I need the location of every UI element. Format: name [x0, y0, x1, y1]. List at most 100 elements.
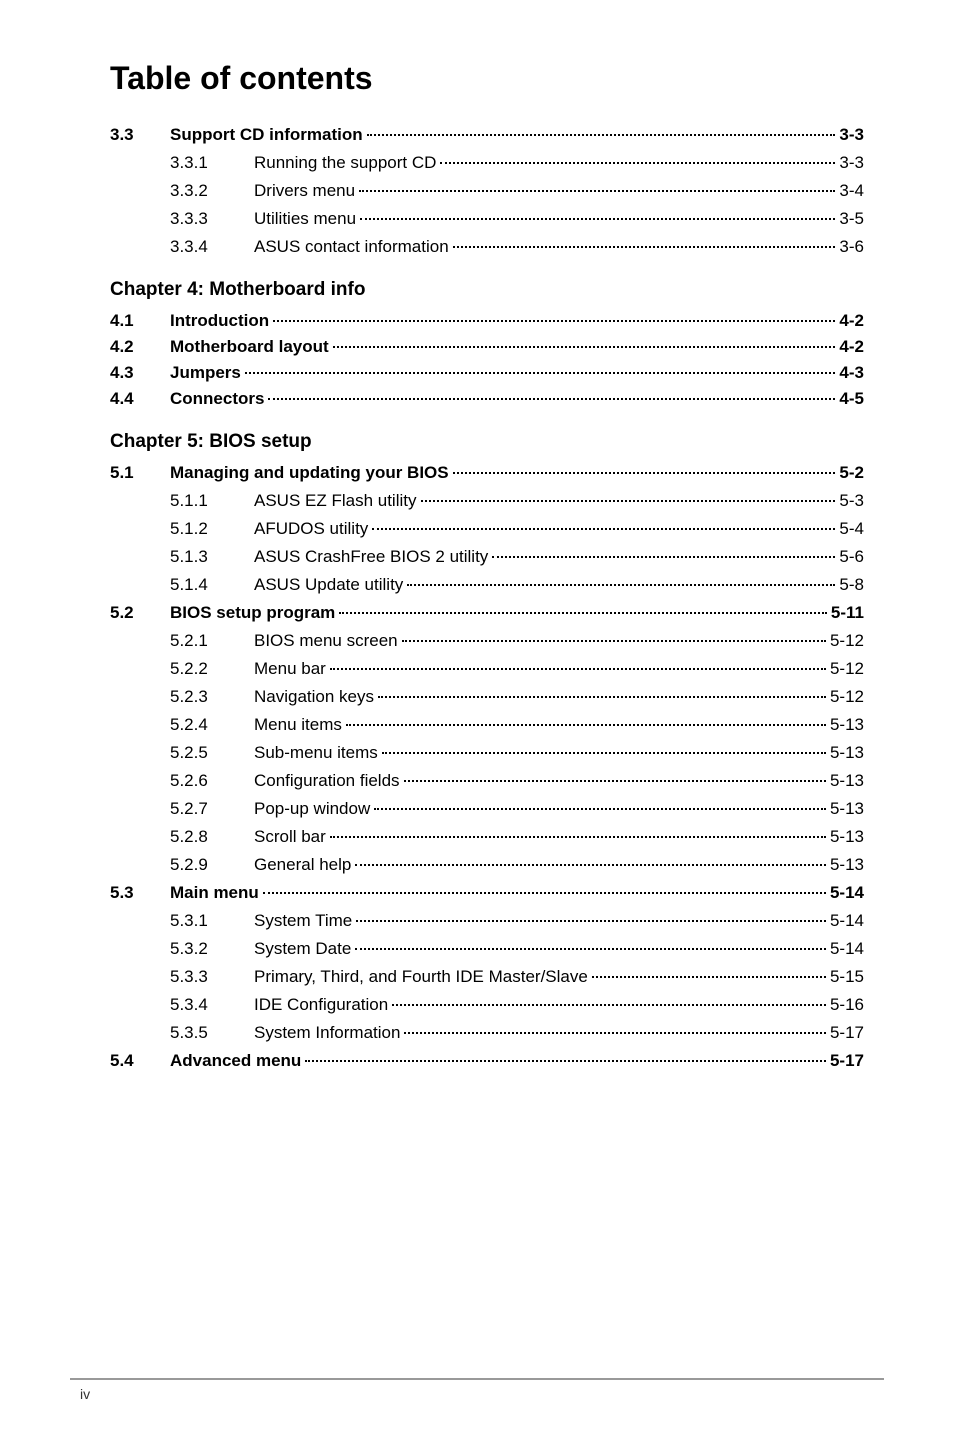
section-label: Introduction — [170, 311, 269, 331]
sub-number: 3.3.3 — [170, 209, 254, 229]
toc-section-3-3: 3.3 Support CD information 3-3 3.3.1 Run… — [110, 125, 864, 257]
toc-sub-5-2-8: 5.2.8 Scroll bar 5-13 — [170, 827, 864, 847]
sub-number: 5.2.2 — [170, 659, 254, 679]
sub-page: 5-12 — [830, 659, 864, 679]
leader-dots — [392, 1004, 826, 1006]
sub-label: AFUDOS utility — [254, 519, 368, 539]
toc-sub-5-1-2: 5.1.2 AFUDOS utility 5-4 — [170, 519, 864, 539]
sub-label: Running the support CD — [254, 153, 436, 173]
section-label: BIOS setup program — [170, 603, 335, 623]
sub-number: 5.3.5 — [170, 1023, 254, 1043]
leader-dots — [404, 780, 826, 782]
leader-dots — [359, 190, 835, 192]
toc-sub-5-2-4: 5.2.4 Menu items 5-13 — [170, 715, 864, 735]
section-page: 4-2 — [839, 311, 864, 331]
sub-label: IDE Configuration — [254, 995, 388, 1015]
toc-sub-5-2-9: 5.2.9 General help 5-13 — [170, 855, 864, 875]
sub-number: 5.2.1 — [170, 631, 254, 651]
leader-dots — [355, 864, 826, 866]
page: Table of contents 3.3 Support CD informa… — [0, 0, 954, 1438]
sub-number: 5.2.8 — [170, 827, 254, 847]
sub-label: Menu items — [254, 715, 342, 735]
toc-sub-5-2-6: 5.2.6 Configuration fields 5-13 — [170, 771, 864, 791]
sub-number: 5.3.2 — [170, 939, 254, 959]
toc-section-5-4: 5.4 Advanced menu 5-17 — [110, 1051, 864, 1071]
toc-sub-3-3-4: 3.3.4 ASUS contact information 3-6 — [170, 237, 864, 257]
sub-page: 5-15 — [830, 967, 864, 987]
sub-label: BIOS menu screen — [254, 631, 398, 651]
sub-label: ASUS EZ Flash utility — [254, 491, 417, 511]
sub-number: 5.2.4 — [170, 715, 254, 735]
footer-page-number: iv — [80, 1386, 954, 1402]
leader-dots — [421, 500, 836, 502]
leader-dots — [440, 162, 835, 164]
sub-number: 5.1.1 — [170, 491, 254, 511]
toc-sub-5-3-2: 5.3.2 System Date 5-14 — [170, 939, 864, 959]
sub-number: 5.3.3 — [170, 967, 254, 987]
toc-sub-5-2-3: 5.2.3 Navigation keys 5-12 — [170, 687, 864, 707]
leader-dots — [378, 696, 826, 698]
leader-dots — [356, 920, 826, 922]
leader-dots — [453, 246, 836, 248]
leader-dots — [492, 556, 835, 558]
toc-sub-5-2-1: 5.2.1 BIOS menu screen 5-12 — [170, 631, 864, 651]
sub-page: 5-16 — [830, 995, 864, 1015]
toc-sub-5-3-5: 5.3.5 System Information 5-17 — [170, 1023, 864, 1043]
leader-dots — [330, 836, 826, 838]
sub-label: Sub-menu items — [254, 743, 378, 763]
section-number: 5.2 — [110, 603, 170, 623]
sub-label: ASUS contact information — [254, 237, 449, 257]
section-page: 3-3 — [839, 125, 864, 145]
sub-page: 3-6 — [839, 237, 864, 257]
sub-page: 5-3 — [839, 491, 864, 511]
leader-dots — [305, 1060, 826, 1062]
sub-page: 5-14 — [830, 911, 864, 931]
sub-label: Navigation keys — [254, 687, 374, 707]
section-label: Managing and updating your BIOS — [170, 463, 449, 483]
leader-dots — [346, 724, 826, 726]
leader-dots — [382, 752, 826, 754]
toc-section-5-1: 5.1 Managing and updating your BIOS 5-2 … — [110, 463, 864, 595]
leader-dots — [453, 472, 836, 474]
sub-page: 5-17 — [830, 1023, 864, 1043]
leader-dots — [372, 528, 835, 530]
leader-dots — [333, 346, 836, 348]
toc-sub-5-3-4: 5.3.4 IDE Configuration 5-16 — [170, 995, 864, 1015]
leader-dots — [404, 1032, 826, 1034]
leader-dots — [402, 640, 826, 642]
leader-dots — [360, 218, 835, 220]
sub-label: Primary, Third, and Fourth IDE Master/Sl… — [254, 967, 588, 987]
sub-page: 5-13 — [830, 827, 864, 847]
page-footer: iv — [0, 1378, 954, 1402]
toc-sub-3-3-1: 3.3.1 Running the support CD 3-3 — [170, 153, 864, 173]
sub-page: 5-13 — [830, 743, 864, 763]
sub-number: 5.3.4 — [170, 995, 254, 1015]
toc-sub-3-3-3: 3.3.3 Utilities menu 3-5 — [170, 209, 864, 229]
toc-sub-5-3-1: 5.3.1 System Time 5-14 — [170, 911, 864, 931]
section-page: 5-14 — [830, 883, 864, 903]
sub-number: 5.1.3 — [170, 547, 254, 567]
section-number: 5.1 — [110, 463, 170, 483]
leader-dots — [367, 134, 836, 136]
section-number: 4.2 — [110, 337, 170, 357]
sub-label: Configuration fields — [254, 771, 400, 791]
section-label: Motherboard layout — [170, 337, 329, 357]
sub-page: 3-5 — [839, 209, 864, 229]
sub-label: System Time — [254, 911, 352, 931]
sub-page: 5-8 — [839, 575, 864, 595]
toc-sub-5-1-1: 5.1.1 ASUS EZ Flash utility 5-3 — [170, 491, 864, 511]
leader-dots — [273, 320, 835, 322]
sub-label: Drivers menu — [254, 181, 355, 201]
section-label: Connectors — [170, 389, 264, 409]
toc-section-5-3: 5.3 Main menu 5-14 5.3.1 System Time 5-1… — [110, 883, 864, 1043]
sub-number: 3.3.1 — [170, 153, 254, 173]
section-label: Support CD information — [170, 125, 363, 145]
leader-dots — [268, 398, 835, 400]
sub-page: 3-3 — [839, 153, 864, 173]
section-page: 4-5 — [839, 389, 864, 409]
sub-number: 5.3.1 — [170, 911, 254, 931]
section-number: 3.3 — [110, 125, 170, 145]
sub-label: Menu bar — [254, 659, 326, 679]
toc-section-4-4: 4.4 Connectors 4-5 — [110, 389, 864, 409]
section-number: 4.3 — [110, 363, 170, 383]
